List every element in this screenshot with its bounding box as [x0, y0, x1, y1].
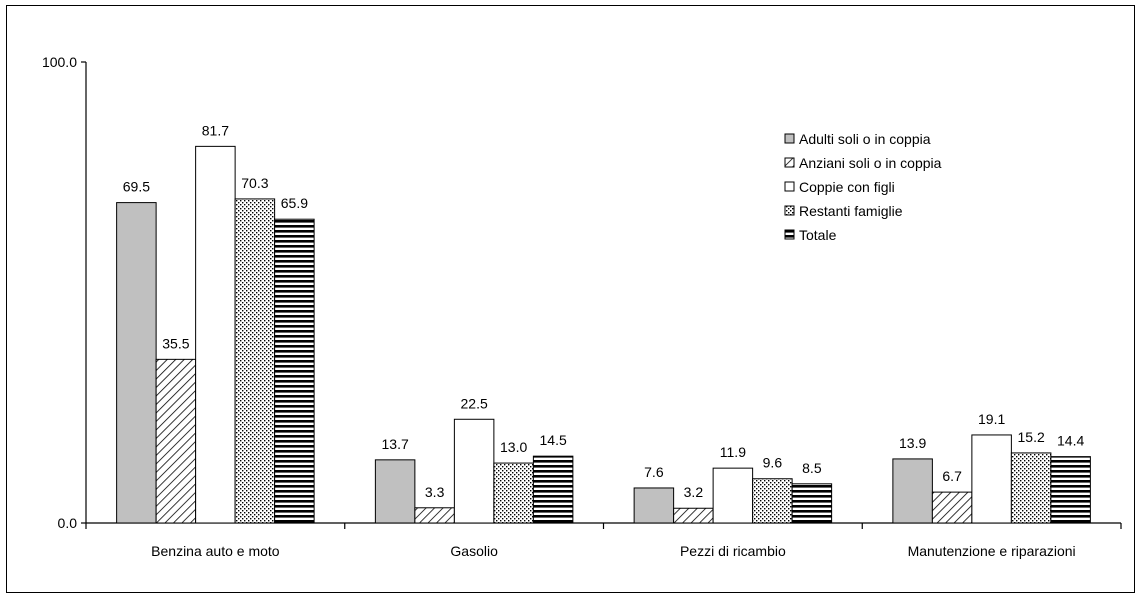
bar — [493, 462, 534, 524]
bar — [791, 483, 833, 524]
data-label: 3.2 — [684, 484, 704, 500]
legend-swatch — [784, 205, 795, 216]
data-label: 69.5 — [123, 179, 150, 195]
bar — [971, 434, 1012, 524]
data-label: 8.5 — [802, 460, 822, 476]
data-label: 22.5 — [461, 395, 488, 411]
legend-label: Totale — [799, 227, 837, 243]
bar — [633, 487, 675, 524]
data-label: 35.5 — [162, 335, 189, 351]
data-label: 13.7 — [382, 436, 409, 452]
x-tick-label: Gasolio — [450, 543, 498, 559]
data-label: 3.3 — [425, 484, 445, 500]
data-label: 6.7 — [942, 468, 962, 484]
x-tick-label: Benzina auto e moto — [151, 543, 280, 559]
bar — [931, 491, 973, 524]
y-tick-label: 100.0 — [42, 54, 77, 70]
data-label: 65.9 — [281, 195, 308, 211]
bar — [532, 455, 574, 524]
data-label: 19.1 — [978, 411, 1005, 427]
legend-label: Coppie con figli — [799, 179, 895, 195]
bar — [712, 467, 754, 524]
bar — [1010, 452, 1052, 524]
legend-label: Anziani soli o in coppia — [799, 155, 942, 171]
legend-swatch — [784, 133, 795, 144]
bar — [155, 358, 197, 524]
data-label: 81.7 — [202, 122, 229, 138]
legend-swatch — [784, 157, 795, 168]
bar — [116, 202, 157, 524]
data-label: 13.9 — [899, 435, 926, 451]
bar — [195, 145, 236, 524]
data-label: 14.5 — [540, 432, 567, 448]
legend-swatch — [784, 229, 795, 240]
bar — [374, 459, 416, 524]
legend-label: Adulti soli o in coppia — [799, 131, 931, 147]
bar — [453, 418, 495, 524]
y-tick-label: 0.0 — [58, 515, 78, 531]
data-label: 15.2 — [1018, 429, 1045, 445]
x-tick-label: Pezzi di ricambio — [680, 543, 786, 559]
bar — [274, 218, 315, 524]
data-label: 14.4 — [1057, 433, 1084, 449]
legend-label: Restanti famiglie — [799, 203, 903, 219]
legend-swatch — [784, 181, 795, 192]
data-label: 70.3 — [241, 175, 268, 191]
data-label: 11.9 — [720, 444, 746, 460]
bar — [892, 458, 933, 524]
x-tick-label: Manutenzione e riparazioni — [908, 543, 1076, 559]
bar — [234, 198, 276, 524]
data-label: 7.6 — [644, 464, 664, 480]
bar — [752, 478, 793, 524]
bar — [673, 507, 714, 524]
data-label: 13.0 — [500, 439, 527, 455]
bar — [414, 507, 455, 524]
bar — [1050, 456, 1091, 524]
data-label: 9.6 — [763, 455, 783, 471]
